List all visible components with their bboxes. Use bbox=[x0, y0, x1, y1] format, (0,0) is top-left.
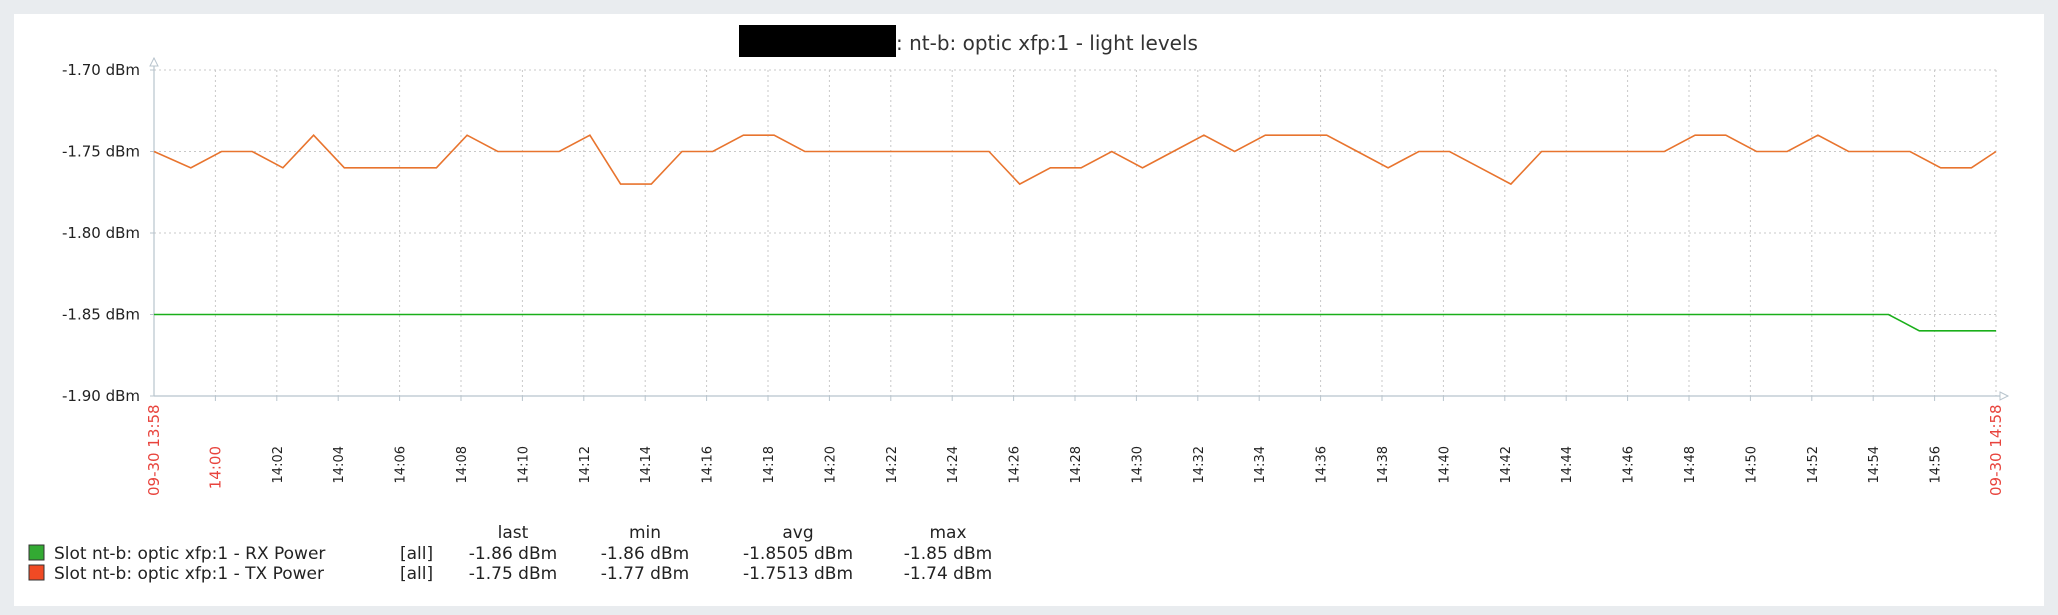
x-tick-label: 14:20 bbox=[823, 446, 838, 483]
x-tick-label: 14:30 bbox=[1130, 446, 1145, 483]
axes-layer bbox=[149, 56, 2010, 401]
x-tick-label: 14:22 bbox=[885, 446, 900, 483]
x-tick-label: 14:34 bbox=[1253, 446, 1268, 483]
y-tick-label: -1.85 dBm bbox=[62, 306, 140, 324]
y-tick-label: -1.80 dBm bbox=[62, 224, 140, 242]
tx-power-line bbox=[153, 134, 1997, 186]
x-tick-label: 14:26 bbox=[1008, 446, 1023, 483]
x-tick-label: 14:18 bbox=[762, 446, 777, 483]
x-tick-label: 14:50 bbox=[1744, 446, 1759, 483]
x-tick-label: 14:52 bbox=[1806, 446, 1821, 483]
legend-header-last: last bbox=[498, 523, 529, 543]
x-tick-label: 14:04 bbox=[332, 446, 347, 483]
legend-series-name: Slot nt-b: optic xfp:1 - RX Power bbox=[54, 544, 325, 564]
series-layer bbox=[153, 134, 1997, 332]
legend-header-max: max bbox=[929, 523, 966, 543]
legend-value-min: -1.86 dBm bbox=[601, 544, 689, 564]
y-axis-arrow bbox=[149, 56, 159, 67]
x-tick-label: 14:56 bbox=[1929, 446, 1944, 483]
x-tick-label: 14:28 bbox=[1069, 446, 1084, 483]
grid-layer bbox=[154, 69, 1997, 396]
x-tick-label: 14:10 bbox=[516, 446, 531, 483]
legend-value-avg: -1.8505 dBm bbox=[743, 544, 853, 564]
y-tick-label: -1.75 dBm bbox=[62, 143, 140, 161]
x-tick-label: 14:06 bbox=[394, 446, 409, 483]
x-tick-label: 14:14 bbox=[639, 446, 654, 483]
legend-header-avg: avg bbox=[782, 523, 813, 543]
legend-series-name: Slot nt-b: optic xfp:1 - TX Power bbox=[54, 564, 324, 584]
legend-func: [all] bbox=[400, 564, 433, 584]
x-tick-label: 14:16 bbox=[701, 446, 716, 483]
y-tick-label: -1.70 dBm bbox=[62, 61, 140, 79]
x-end-label: 09-30 14:58 bbox=[1987, 404, 2005, 496]
legend-value-last: -1.86 dBm bbox=[469, 544, 557, 564]
legend-swatch bbox=[28, 544, 45, 561]
x-tick-label: 14:46 bbox=[1622, 446, 1637, 483]
x-tick-label: 14:48 bbox=[1683, 446, 1698, 483]
x-tick-label: 14:38 bbox=[1376, 446, 1391, 483]
chart-title: : nt-b: optic xfp:1 - light levels bbox=[896, 31, 1198, 55]
x-tick-label: 14:12 bbox=[578, 446, 593, 483]
legend-value-avg: -1.7513 dBm bbox=[743, 564, 853, 584]
x-tick-label: 14:00 bbox=[206, 446, 224, 489]
labels-layer: -1.70 dBm -1.75 dBm -1.80 dBm -1.85 dBm -1.9… bbox=[62, 61, 2005, 496]
legend-header-min: min bbox=[629, 523, 661, 543]
x-tick-label: 14:32 bbox=[1192, 446, 1207, 483]
x-start-label: 09-30 13:58 bbox=[145, 404, 163, 496]
light-levels-chart: -1.70 dBm -1.75 dBm -1.80 dBm -1.85 dBm -1.9… bbox=[28, 25, 2010, 584]
graph-panel: -1.70 dBm -1.75 dBm -1.80 dBm -1.85 dBm -1.9… bbox=[14, 14, 2044, 606]
x-tick-label: 14:08 bbox=[455, 446, 470, 483]
x-tick-label: 14:40 bbox=[1437, 446, 1452, 483]
legend-value-max: -1.85 dBm bbox=[904, 544, 992, 564]
legend-value-last: -1.75 dBm bbox=[469, 564, 557, 584]
x-tick-label: 14:36 bbox=[1315, 446, 1330, 483]
redacted-host-box bbox=[739, 25, 896, 57]
x-tick-label: 14:54 bbox=[1867, 446, 1882, 483]
x-tick-label: 14:24 bbox=[946, 446, 961, 483]
legend: last min avg max Slot nt-b: optic xfp:1 - RX… bbox=[28, 523, 992, 584]
legend-value-min: -1.77 dBm bbox=[601, 564, 689, 584]
legend-value-max: -1.74 dBm bbox=[904, 564, 992, 584]
rx-power-line bbox=[154, 313, 1996, 332]
x-axis-arrow bbox=[1999, 391, 2010, 401]
x-tick-label: 14:02 bbox=[271, 446, 286, 483]
legend-swatch bbox=[28, 564, 45, 581]
x-tick-label: 14:42 bbox=[1499, 446, 1514, 483]
y-tick-label: -1.90 dBm bbox=[62, 387, 140, 405]
legend-func: [all] bbox=[400, 544, 433, 564]
x-tick-label: 14:44 bbox=[1560, 446, 1575, 483]
